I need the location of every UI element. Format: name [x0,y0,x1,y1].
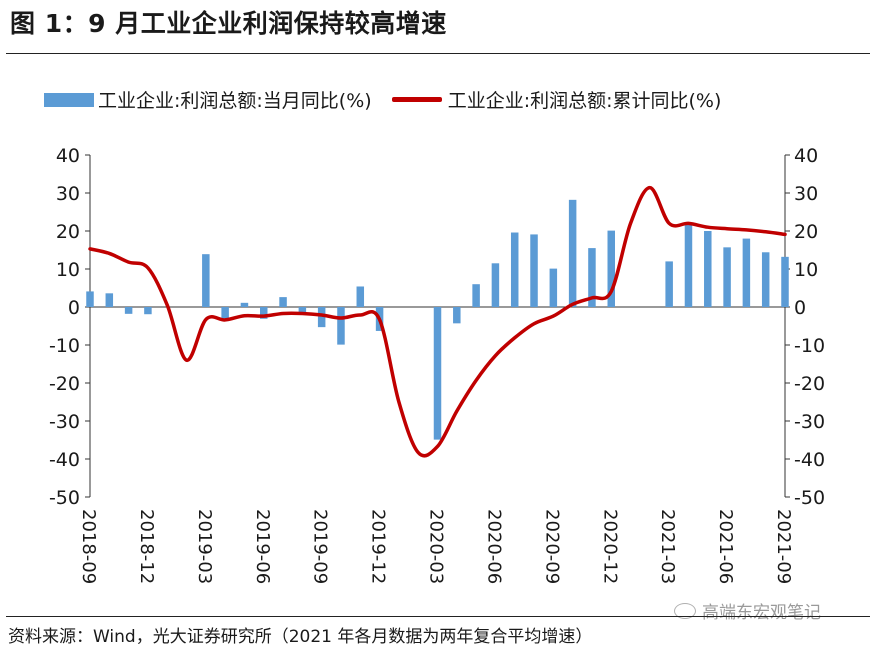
x-tick-label: 2019-12 [368,509,389,584]
x-tick-label: 2021-09 [773,509,794,584]
bar [704,231,712,307]
bar [549,268,558,307]
bar [86,291,94,307]
x-tick-label: 2021-03 [657,509,678,584]
bar [761,252,770,307]
bar [105,293,114,307]
x-tick-label: 2021-06 [715,509,736,584]
x-tick-label: 2019-09 [310,509,331,584]
x-tick-label: 2019-03 [194,509,215,584]
bar [472,284,480,307]
bar [433,307,442,440]
legend-label-monthly: 工业企业:利润总额:当月同比(%) [98,90,372,112]
x-tick-label: 2018-09 [78,509,99,584]
bar [337,307,345,345]
bar [665,261,673,307]
y-tick-label-left: 10 [56,259,80,281]
bar [607,230,615,307]
bar [240,302,249,307]
y-tick-label-left: 0 [68,297,80,319]
bar [260,307,268,319]
bar [491,263,500,307]
source-note: 资料来源：Wind，光大证券研究所（2021 年各月数据为两年复合平均增速） [8,627,593,647]
bar [356,286,365,307]
legend-item-cumulative: 工业企业:利润总额:累计同比(%) [391,86,722,113]
legend-item-monthly: 工业企业:利润总额:当月同比(%) [44,86,372,113]
bar [510,232,519,307]
x-tick-label: 2020-12 [599,509,620,584]
title-divider [6,53,870,54]
x-tick-label: 2020-09 [541,509,562,584]
bar [317,307,326,328]
x-tick-label: 2020-03 [426,509,447,584]
bar [221,307,229,322]
bar [202,254,210,307]
page-title: 图 1：9 月工业企业利润保持较高增速 [10,9,447,38]
y-tick-label-right: -40 [794,449,825,471]
watermark-text: 高端东宏观笔记 [702,603,821,623]
y-tick-label-left: 20 [56,221,80,243]
y-tick-label-left: -30 [49,411,80,433]
bar [588,248,596,307]
footer-divider [6,616,870,617]
y-tick-label-left: 30 [56,183,80,205]
cumulative-line [88,185,787,458]
y-tick-label-right: -30 [794,411,825,433]
y-tick-label-right: 40 [794,145,818,167]
wechat-icon [674,602,696,619]
bar [723,247,731,307]
y-tick-label-left: -40 [49,449,80,471]
y-tick-label-left: 40 [56,145,80,167]
y-tick-label-right: -20 [794,373,825,395]
combo-chart: 40 40 30 30 20 20 10 10 0 0 -10 -10 -20 -20 -30 -30 -40 -… [49,145,825,584]
bar [144,307,152,315]
bar [453,307,461,324]
x-tick-label: 2020-06 [483,509,504,584]
y-tick-label-right: 20 [794,221,818,243]
y-tick-label-right: -50 [794,487,825,509]
y-tick-label-left: -20 [49,373,80,395]
bar [279,297,287,307]
y-tick-label-right: 10 [794,259,818,281]
bar [781,256,789,307]
bar [530,234,538,307]
x-tick-label: 2019-06 [252,509,273,584]
x-tick-label: 2018-12 [136,509,157,584]
bar [298,307,307,315]
y-tick-label-right: -10 [794,335,825,357]
bar [742,238,751,307]
legend-bar-swatch [44,92,94,107]
bar [124,307,133,314]
watermark: 高端东宏观笔记 [674,598,821,623]
y-tick-label-left: -50 [49,487,80,509]
bar [684,223,693,307]
chart-legend: 工业企业:利润总额:当月同比(%) 工业企业:利润总额:累计同比(%) [44,86,741,113]
y-tick-label-right: 30 [794,183,818,205]
bar [568,199,577,307]
line-series [88,185,787,458]
y-tick-label-right: 0 [794,297,806,319]
legend-label-cumulative: 工业企业:利润总额:累计同比(%) [447,90,722,112]
bar-series [86,199,789,440]
y-tick-label-left: -10 [49,335,80,357]
legend-line-swatch [391,97,442,102]
